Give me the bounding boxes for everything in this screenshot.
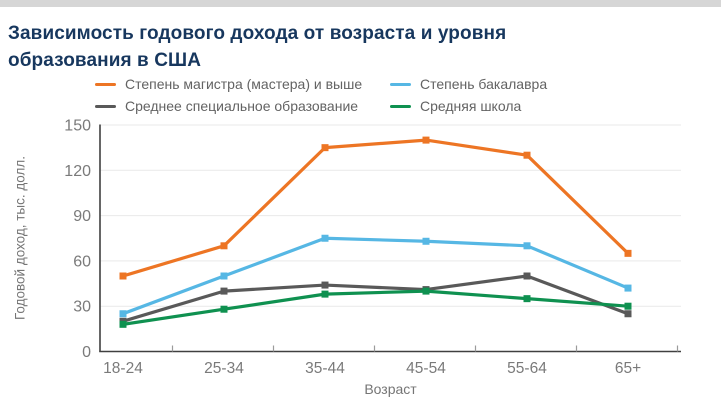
- y-tick-label: 0: [82, 344, 91, 361]
- x-tick-label: 35-44: [305, 360, 345, 377]
- data-point-marker: [422, 237, 430, 245]
- data-point-marker: [624, 249, 632, 257]
- data-point-marker: [523, 151, 531, 159]
- data-point-marker: [220, 305, 228, 313]
- series-line-3: [121, 289, 630, 326]
- page-title-line1: Зависимость годового дохода от возраста …: [8, 23, 507, 44]
- x-axis-title: Возраст: [364, 381, 417, 397]
- x-tick-label: 65+: [615, 360, 641, 377]
- legend-item-bachelor-degree: Степень бакалавра: [390, 76, 655, 92]
- data-point-marker: [523, 242, 531, 250]
- data-point-marker: [119, 272, 127, 280]
- data-point-marker: [523, 295, 531, 303]
- legend-swatch-vocational-education: [95, 104, 116, 108]
- data-point-marker: [220, 242, 228, 250]
- data-point-marker: [321, 144, 329, 152]
- data-point-marker: [624, 310, 632, 318]
- legend-label-master-degree: Степень магистра (мастера) и выше: [125, 76, 363, 92]
- series-line-0: [121, 138, 630, 278]
- legend-item-master-degree: Степень магистра (мастера) и выше: [95, 76, 390, 92]
- data-point-marker: [119, 310, 127, 318]
- y-tick-label: 120: [64, 163, 91, 180]
- data-point-marker: [321, 290, 329, 298]
- legend-label-vocational-education: Среднее специальное образование: [125, 98, 359, 114]
- data-point-marker: [523, 272, 531, 280]
- data-point-marker: [119, 320, 127, 328]
- series-line-2: [121, 274, 630, 323]
- legend-swatch-high-school: [390, 104, 411, 108]
- legend-row-1: Степень магистра (мастера) и выше Степен…: [95, 73, 655, 95]
- y-tick-label: 30: [73, 299, 91, 316]
- x-tick-label: 18-24: [103, 360, 143, 377]
- y-tick-label: 150: [64, 118, 91, 135]
- x-tick-label: 25-34: [204, 360, 244, 377]
- x-tick-label: 45-54: [406, 360, 446, 377]
- y-tick-label: 90: [73, 208, 91, 225]
- page-title-line2: образования в США: [8, 50, 202, 71]
- series-line-1: [121, 236, 630, 316]
- legend-item-high-school: Средняя школа: [390, 98, 655, 114]
- data-point-marker: [624, 302, 632, 310]
- legend-swatch-bachelor-degree: [390, 82, 411, 86]
- legend-row-2: Среднее специальное образование Средняя …: [95, 95, 655, 117]
- y-tick-label: 60: [73, 253, 91, 270]
- top-accent-bar: [0, 0, 721, 7]
- x-tick-label: 55-64: [507, 360, 547, 377]
- data-point-marker: [220, 287, 228, 295]
- page-title: Зависимость годового дохода от возраста …: [8, 20, 608, 74]
- chart-legend: Степень магистра (мастера) и выше Степен…: [95, 73, 655, 117]
- data-point-marker: [422, 287, 430, 295]
- data-point-marker: [624, 284, 632, 292]
- y-axis-title: Годовой доход, тыс. долл.: [12, 156, 28, 320]
- legend-item-vocational-education: Среднее специальное образование: [95, 98, 390, 114]
- legend-swatch-master-degree: [95, 82, 116, 86]
- legend-label-high-school: Средняя школа: [420, 98, 522, 114]
- data-point-marker: [321, 281, 329, 289]
- data-point-marker: [220, 272, 228, 280]
- data-point-marker: [321, 234, 329, 242]
- legend-label-bachelor-degree: Степень бакалавра: [420, 76, 548, 92]
- data-point-marker: [422, 136, 430, 144]
